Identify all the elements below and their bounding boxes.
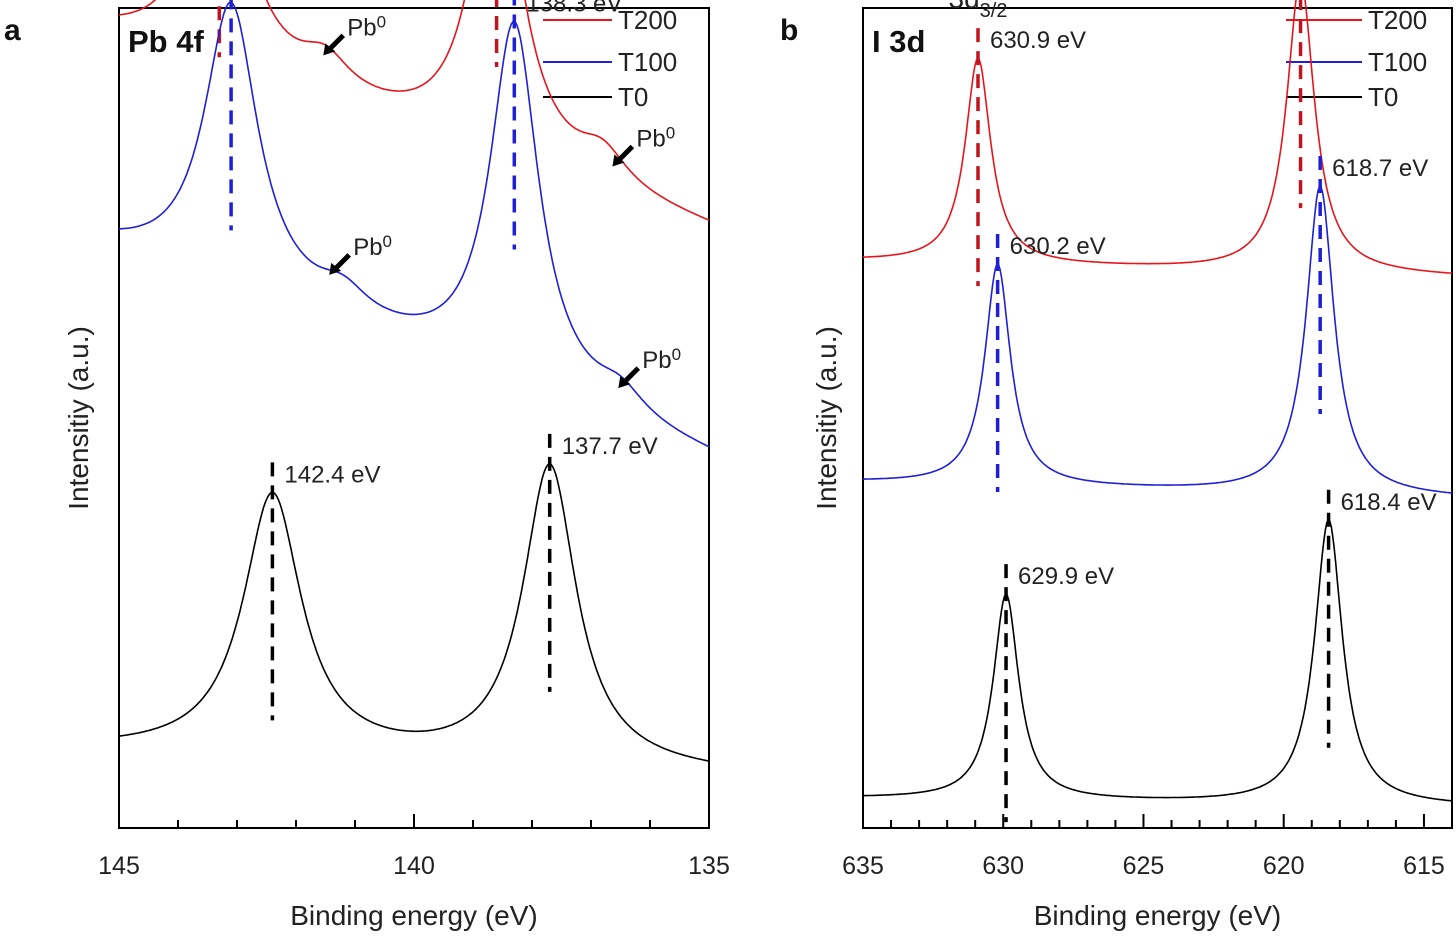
x-tick-label: 630	[982, 852, 1024, 880]
peak-label: 629.9 eV	[1018, 563, 1114, 590]
pb0-arrowhead	[329, 262, 342, 275]
x-axis-title: Binding energy (eV)	[290, 900, 537, 931]
panel-b: b I 3d 635 630 625 620 615 Binding energy (eV) I…	[780, 0, 1453, 931]
x-tick-label: 135	[688, 852, 730, 880]
peak-label: 137.7 eV	[562, 433, 658, 460]
peak-label: 630.2 eV	[1010, 233, 1106, 260]
x-axis-title: Binding energy (eV)	[1034, 900, 1281, 931]
x-tick-label: 145	[98, 852, 140, 880]
series-line-t200	[118, 0, 710, 221]
x-tick-label: 635	[842, 852, 884, 880]
peak-label: 138.3 eV	[526, 0, 622, 17]
orbital-label: 3d3/2	[949, 0, 1008, 22]
legend-label-t0: T0	[618, 82, 648, 112]
legend-label-t200: T200	[1368, 5, 1427, 35]
peak-label: 618.4 eV	[1341, 489, 1437, 516]
pb0-arrowhead	[323, 43, 336, 56]
panel-title: I 3d	[872, 24, 925, 59]
y-axis-title: Intensitiy (a.u.)	[811, 326, 842, 510]
x-tick-label: 615	[1403, 852, 1445, 880]
plot-frame	[118, 7, 710, 829]
pb0-arrowhead	[618, 376, 631, 389]
pb0-arrowhead	[612, 154, 625, 167]
peak-label: 142.4 eV	[284, 461, 380, 488]
peak-label: 618.7 eV	[1332, 155, 1428, 182]
pb0-label: Pb0	[642, 345, 681, 374]
series-line-t0	[118, 463, 710, 762]
panel-letter: a	[4, 14, 21, 47]
pb0-label: Pb0	[347, 12, 386, 41]
series-line-t200	[863, 0, 1453, 274]
pb0-label: Pb0	[636, 123, 675, 152]
panel-a: a Pb 4f 145 140 135 Binding energy (eV) Intens…	[4, 0, 730, 931]
plot-frame	[862, 7, 1453, 829]
legend-label-t100: T100	[1368, 47, 1427, 77]
series-line-t0	[862, 518, 1453, 802]
legend-label-t100: T100	[618, 47, 677, 77]
series-line-t100	[863, 185, 1453, 494]
pb0-label: Pb0	[353, 232, 392, 261]
legend-label-t200: T200	[618, 5, 677, 35]
y-axis-title: Intensitiy (a.u.)	[63, 326, 94, 510]
peak-label: 630.9 eV	[990, 27, 1086, 54]
x-tick-label: 625	[1123, 852, 1165, 880]
series-line-t100	[119, 1, 710, 448]
x-tick-label: 140	[393, 852, 435, 880]
legend-label-t0: T0	[1368, 82, 1398, 112]
x-tick-label: 620	[1263, 852, 1305, 880]
panel-letter: b	[780, 14, 798, 47]
panel-title: Pb 4f	[128, 24, 204, 59]
